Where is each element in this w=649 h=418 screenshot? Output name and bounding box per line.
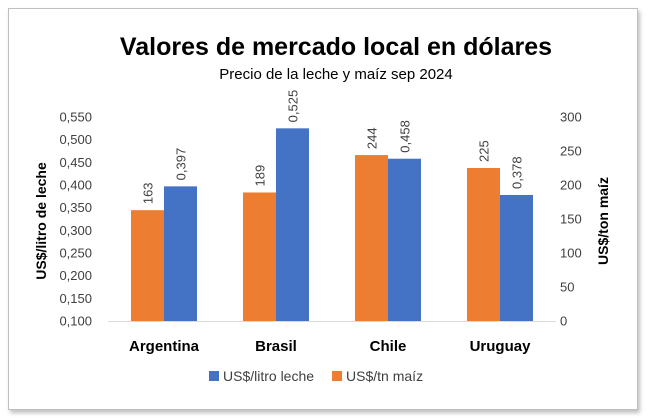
category-label: Uruguay: [470, 338, 532, 355]
y-left-tick-label: 0,300: [59, 223, 92, 238]
bar-corn-data-label: 244: [365, 127, 380, 149]
legend: US$/litro leche US$/tn maíz: [209, 368, 423, 384]
bar-corn: [467, 168, 500, 321]
y-left-tick-label: 0,350: [59, 200, 92, 215]
bar-milk: [164, 186, 197, 321]
bar-milk-data-label: 0,458: [398, 120, 413, 153]
category-label: Argentina: [129, 338, 200, 355]
y-right-tick-label: 150: [560, 212, 582, 227]
y-left-tick-label: 0,500: [59, 132, 92, 147]
bar-milk: [276, 128, 309, 321]
bars-group: [131, 128, 533, 321]
y-right-tick-label: 50: [560, 280, 574, 295]
bar-milk: [500, 194, 533, 321]
y-left-tick-label: 0,150: [59, 291, 92, 306]
bar-milk-data-label: 0,378: [510, 156, 525, 189]
chart-title: Valores de mercado local en dólares: [120, 33, 552, 61]
bar-milk-data-label: 0,525: [286, 90, 301, 123]
y-left-tick-label: 0,200: [59, 268, 92, 283]
legend-label: US$/litro leche: [223, 368, 314, 384]
y-left-tick-label: 0,550: [59, 110, 92, 125]
legend-swatch: [209, 371, 219, 381]
y-right-tick-label: 100: [560, 246, 582, 261]
y-left-tick-label: 0,100: [59, 314, 92, 329]
bar-milk-data-label: 0,397: [174, 148, 189, 181]
y-right-axis-title: US$/ton maíz: [595, 177, 611, 265]
y-right-tick-label: 250: [560, 144, 582, 159]
y-left-tick-label: 0,400: [59, 178, 92, 193]
bar-corn-data-label: 189: [253, 165, 268, 187]
bar-corn-data-label: 225: [477, 140, 492, 162]
legend-label: US$/tn maíz: [346, 368, 423, 384]
bar-corn: [243, 192, 276, 321]
category-label: Brasil: [255, 338, 297, 355]
y-right-tick-label: 0: [560, 314, 567, 329]
bar-corn-data-label: 163: [141, 182, 156, 204]
y-left-tick-label: 0,450: [59, 155, 92, 170]
y-left-tick-label: 0,250: [59, 246, 92, 261]
y-left-axis-title: US$/litro de leche: [33, 162, 49, 280]
y-right-tick-label: 200: [560, 178, 582, 193]
bar-milk: [388, 158, 421, 321]
y-right-tick-label: 300: [560, 110, 582, 125]
bar-corn: [355, 155, 388, 321]
data-labels-group: 163 0,397 189 0,525 244 0,458 225 0,378: [141, 90, 525, 204]
bar-corn: [131, 210, 164, 321]
legend-swatch: [332, 371, 343, 381]
chart-subtitle: Precio de la leche y maíz sep 2024: [219, 66, 452, 83]
axes-group: 0,100 0,150 0,200 0,250 0,300 0,350 0,400 0,450…: [59, 110, 581, 356]
category-label: Chile: [370, 338, 407, 355]
